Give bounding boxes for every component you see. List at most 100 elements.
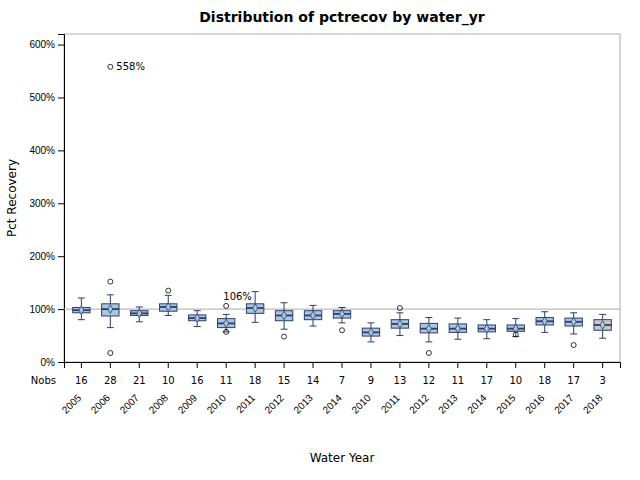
upper-cap [396,312,403,313]
y-tick-mark [58,45,64,46]
chart: 0%100%200%300%400%500%600%20052006200720… [0,0,640,480]
y-tick-label: 200% [29,251,55,262]
nobs-value: 18 [249,375,262,386]
x-tick-mark [544,362,545,368]
x-tick-label: 2012 [262,392,286,416]
x-tick: 2010 [205,362,229,416]
nobs-label: Nobs [31,375,56,386]
mean [311,311,316,320]
lower-cap [78,319,85,320]
upper-cap [541,311,548,312]
lower-cap [165,315,172,316]
y-tick-mark [58,97,64,98]
upper-cap [194,310,201,311]
box [73,298,90,320]
x-tick-mark [139,362,140,368]
upper-whisker [457,318,458,324]
mean [137,309,142,318]
lower-cap [570,333,577,334]
y-tick-label: 0% [41,357,56,368]
x-tick-label: 2013 [436,392,460,416]
box-body [391,320,408,328]
flier [224,303,229,308]
upper-cap [512,318,519,319]
nobs-value: 14 [307,375,320,386]
mean [195,314,200,323]
flier [513,332,518,337]
annotation: 106% [223,291,252,302]
x-tick-label: 2018 [581,392,605,416]
lower-cap [107,327,114,328]
lower-cap [367,341,374,342]
x-tick-label: 2007 [118,392,142,416]
y-tick-mark [58,203,64,204]
x-tick: 2018 [581,362,605,416]
x-tick-mark [255,362,256,368]
y-tick: 100% [29,304,64,315]
upper-whisker [226,314,227,318]
x-tick: 2017 [552,362,576,416]
box [131,307,148,322]
flier [340,328,345,333]
upper-cap [367,322,374,323]
lower-cap [136,321,143,322]
flier [166,288,171,293]
x-tick: 2011 [234,362,257,415]
x-tick-label: 2017 [552,392,576,416]
y-tick-label: 500% [29,92,55,103]
box [102,64,119,355]
nobs-value: 21 [133,375,146,386]
x-tick-mark [110,362,111,368]
upper-cap [310,305,317,306]
x-tick: 2007 [118,362,142,416]
box-body [420,323,437,333]
box [391,306,408,336]
mean [282,311,287,320]
box [333,308,350,333]
y-tick: 500% [29,92,64,103]
flier [571,343,576,348]
box [189,311,206,327]
box [420,318,437,356]
box [449,318,466,339]
nobs-value: 9 [368,375,374,386]
y-tick-mark [58,362,64,363]
box-body [594,320,611,331]
mean [397,320,402,329]
x-tick-mark [486,362,487,368]
nobs-value: 17 [480,375,493,386]
x-tick-mark [313,362,314,368]
flier [224,329,229,334]
lower-whisker [255,313,256,322]
x-tick-label: 2016 [523,392,547,416]
x-tick-label: 2012 [407,392,431,416]
upper-cap [454,318,461,319]
x-tick: 2006 [89,362,113,416]
upper-cap [252,291,259,292]
box-body [304,311,321,320]
upper-whisker [313,305,314,310]
x-tick-label: 2008 [147,392,171,416]
x-axis-line [65,363,621,369]
mean [600,321,605,330]
upper-whisker [399,313,400,320]
box-body [102,304,119,316]
flier [108,351,113,356]
lower-cap [281,329,288,330]
flier [426,351,431,356]
lower-whisker [573,326,574,334]
y-tick-label: 100% [29,304,55,315]
x-tick: 2012 [262,362,286,416]
upper-whisker [428,318,429,324]
x-tick-mark [573,362,574,368]
lower-cap [339,322,346,323]
lower-cap [483,338,490,339]
lower-whisker [602,330,603,338]
marks [64,64,620,355]
upper-cap [223,314,230,315]
x-tick-mark [515,362,516,368]
y-tick-mark [58,256,64,257]
box [217,303,234,334]
nobs-value: 11 [220,375,233,386]
upper-cap [78,297,85,298]
